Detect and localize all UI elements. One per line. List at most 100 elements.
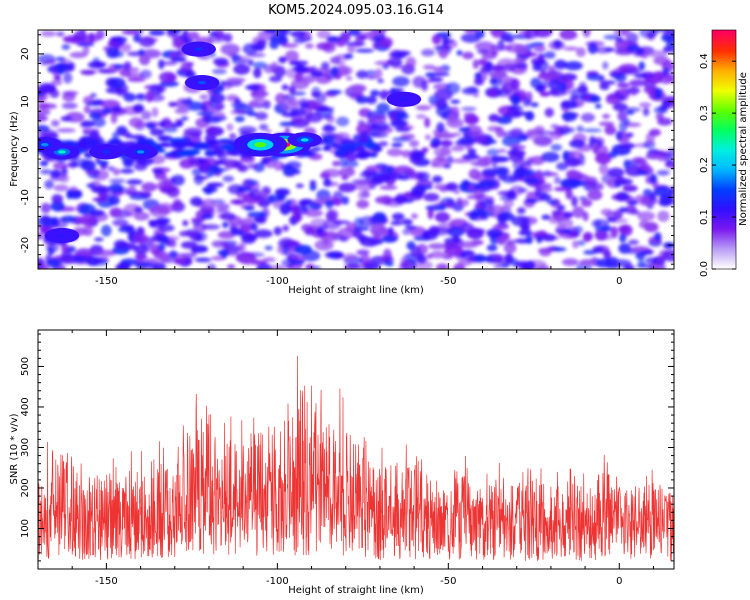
colorbar-segment (712, 109, 736, 113)
heatmap-noise-cell (391, 212, 405, 221)
snr-xtick-label: -100 (266, 576, 289, 587)
heatmap-ridge-cell (219, 143, 236, 150)
heatmap-noise-cell (39, 93, 49, 100)
heatmap-noise-cell (531, 42, 545, 47)
heatmap-noise-cell (434, 211, 451, 223)
snr-xtick-label: -150 (95, 576, 118, 587)
heatmap-noise-cell (168, 250, 178, 259)
heatmap-noise-cell (484, 139, 497, 144)
colorbar-segment (712, 115, 736, 119)
colorbar: 0.0 0.1 0.2 0.3 0.4 Normalized spectral ampl… (699, 29, 749, 277)
heatmap-noise-cell (152, 168, 164, 175)
heatmap-noise-cell (536, 234, 543, 244)
colorbar-segment (712, 245, 736, 248)
heatmap-xtick-label: -50 (440, 276, 456, 287)
heatmap-feature (41, 143, 49, 147)
heatmap-noise-cell (486, 228, 504, 239)
heatmap-noise-cell (602, 80, 616, 85)
heatmap-noise-cell (615, 130, 623, 141)
colorbar-segment (712, 77, 736, 81)
colorbar-segment (712, 215, 736, 218)
heatmap-noise-cell (40, 169, 53, 175)
heatmap-noise-cell (534, 186, 542, 198)
heatmap-noise-cell (604, 125, 617, 136)
heatmap-noise-cell (649, 173, 658, 184)
colorbar-segment (712, 59, 736, 63)
heatmap-noise-cell (200, 213, 214, 220)
colorbar-segment (712, 147, 736, 151)
heatmap-noise-cell (133, 211, 150, 221)
heatmap-noise-cell (148, 30, 166, 36)
colorbar-segment (712, 43, 736, 47)
colorbar-segment (712, 253, 736, 256)
heatmap-noise-cell (293, 244, 313, 255)
heatmap-noise-cell (379, 89, 390, 100)
heatmap-noise-cell (623, 264, 635, 269)
heatmap-noise-cell (500, 45, 513, 51)
heatmap-noise-cell (321, 61, 330, 70)
heatmap-noise-cell (390, 220, 403, 226)
colorbar-segment (712, 71, 736, 75)
heatmap-noise-cell (625, 32, 639, 44)
colorbar-segment (712, 163, 736, 167)
heatmap-noise-cell (132, 103, 145, 113)
colorbar-segment (712, 65, 736, 69)
heatmap-noise-cell (539, 194, 552, 202)
heatmap-noise-cell (636, 158, 647, 166)
heatmap-noise-cell (183, 257, 193, 266)
heatmap-noise-cell (294, 212, 301, 223)
heatmap-noise-cell (614, 182, 621, 188)
heatmap-noise-cell (270, 34, 286, 43)
heatmap-noise-cell (365, 31, 384, 37)
snr-series-line (38, 355, 674, 561)
heatmap-noise-cell (468, 210, 478, 221)
snr-frame (37, 329, 675, 570)
heatmap-noise-cell (648, 50, 668, 58)
heatmap-noise-cell (105, 87, 124, 94)
heatmap-noise-cell (344, 53, 354, 59)
heatmap-noise-cell (83, 105, 91, 114)
heatmap-noise-cell (339, 31, 351, 43)
heatmap-noise-cell (215, 102, 225, 111)
heatmap-noise-cell (270, 61, 279, 74)
colorbar-segment (712, 55, 736, 59)
heatmap-noise-cell (257, 89, 267, 97)
heatmap-noise-cell (551, 210, 562, 216)
heatmap-noise-cell (226, 123, 234, 131)
heatmap-feature (198, 80, 206, 85)
heatmap-noise-cell (605, 256, 619, 265)
heatmap-noise-cell (356, 249, 370, 256)
heatmap-noise-cell (207, 164, 220, 175)
colorbar-segment (712, 229, 736, 232)
heatmap-noise-cell (542, 233, 557, 242)
heatmap-noise-cell (176, 119, 184, 127)
colorbar-segment (712, 221, 736, 224)
heatmap-noise-cell (423, 64, 436, 70)
heatmap-noise-cell (571, 195, 578, 207)
colorbar-segment (712, 51, 736, 55)
heatmap-noise-cell (599, 83, 610, 91)
heatmap-ridge-cell (368, 152, 378, 158)
heatmap-noise-cell (487, 89, 498, 98)
heatmap-noise-cell (517, 174, 525, 180)
heatmap-noise-cell (271, 30, 292, 37)
heatmap-noise-cell (269, 75, 282, 83)
heatmap-noise-cell (220, 80, 227, 85)
heatmap-noise-cell (345, 76, 353, 81)
heatmap-noise-cell (637, 211, 655, 222)
heatmap-noise-cell (287, 96, 298, 106)
heatmap-noise-cell (281, 112, 299, 118)
heatmap-ridge-cell (212, 148, 224, 156)
heatmap-noise-cell (365, 165, 382, 172)
heatmap-noise-cell (290, 30, 307, 38)
heatmap-noise-cell (328, 253, 338, 258)
heatmap-noise-cell (199, 94, 209, 100)
heatmap-noise-cell (38, 258, 46, 269)
heatmap-noise-cell (315, 106, 335, 112)
heatmap-noise-cell (442, 35, 449, 47)
heatmap-noise-cell (367, 114, 387, 124)
heatmap-noise-cell (629, 79, 648, 87)
colorbar-segment (712, 173, 736, 176)
colorbar-segment (712, 145, 736, 149)
colorbar-segment (712, 103, 736, 107)
